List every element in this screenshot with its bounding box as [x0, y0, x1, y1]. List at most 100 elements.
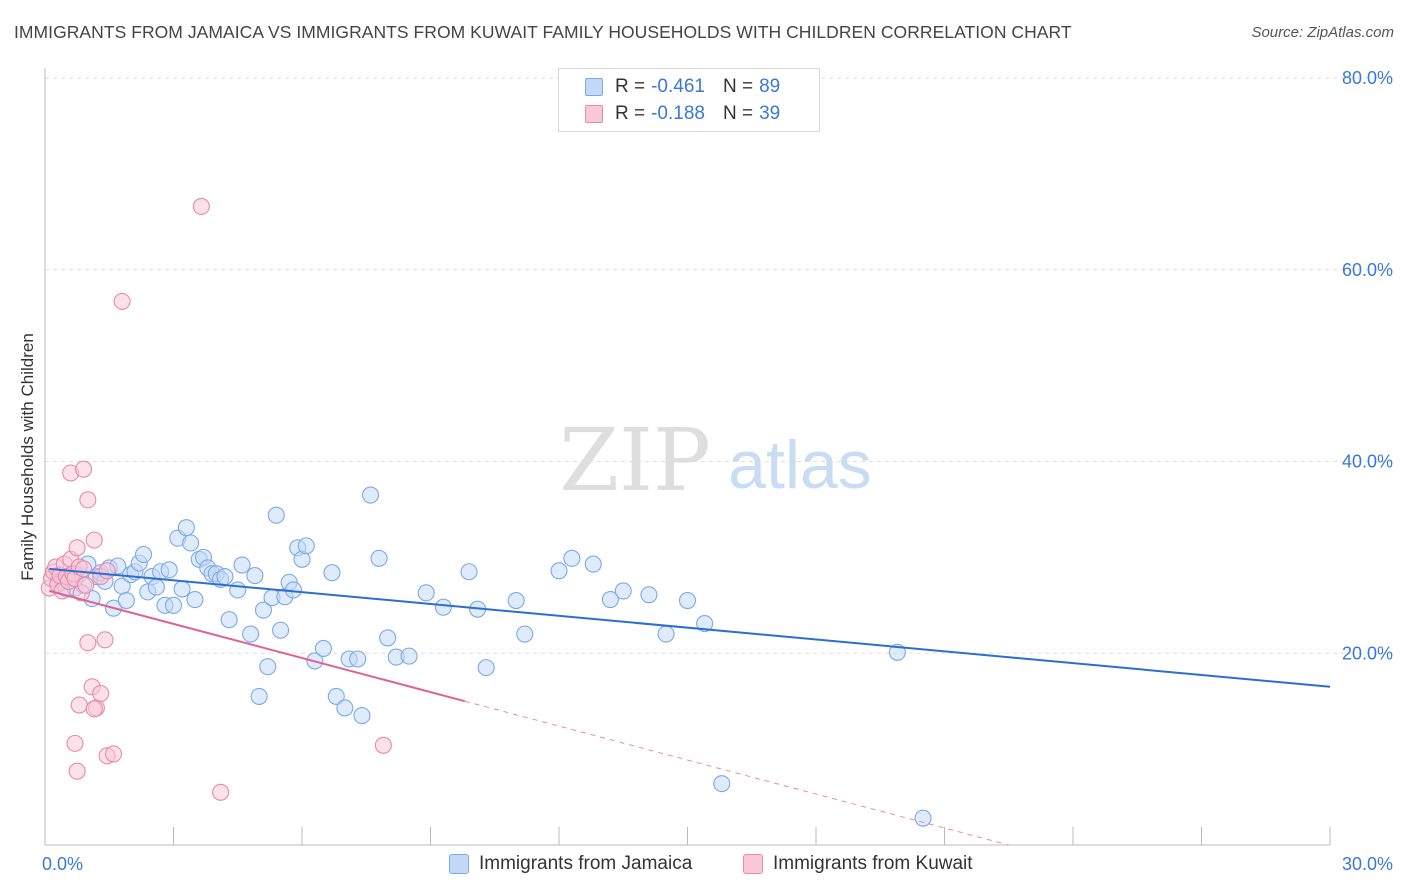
- jamaica-point: [361, 486, 380, 504]
- jamaica-point: [477, 659, 495, 677]
- jamaica-point: [164, 596, 183, 614]
- trend-lines: [49, 567, 1331, 846]
- jamaica-point: [713, 775, 731, 793]
- jamaica-point: [507, 591, 525, 610]
- kuwait-point: [68, 762, 86, 780]
- legend-r-label: R =: [615, 76, 646, 97]
- series-label-kuwait: Immigrants from Kuwait: [773, 853, 973, 874]
- y-axis-label: Family Households with Children: [18, 333, 37, 581]
- y-tick-label: 80.0%: [1342, 68, 1393, 88]
- jamaica-point: [914, 809, 932, 827]
- jamaica-point: [297, 537, 315, 555]
- tick-labels: 20.0% 40.0% 60.0% 80.0% 0.0% 30.0%: [42, 68, 1393, 874]
- jamaica-point: [370, 549, 388, 567]
- kuwait-point: [96, 631, 114, 649]
- kuwait-point: [212, 783, 230, 801]
- kuwait-point: [104, 745, 123, 763]
- jamaica-point: [246, 567, 264, 585]
- jamaica-point: [696, 614, 714, 633]
- jamaica-point: [272, 621, 290, 639]
- jamaica-point: [640, 586, 658, 604]
- kuwait-point: [85, 700, 103, 718]
- jamaica-point: [379, 629, 397, 647]
- jamaica-point: [657, 625, 675, 643]
- legend-n-label: N =: [722, 76, 754, 97]
- jamaica-point: [563, 549, 581, 567]
- kuwait-point: [70, 696, 88, 714]
- legend-n-value-kuwait: 39: [759, 103, 781, 124]
- kuwait-point: [85, 531, 103, 549]
- kuwait-point: [75, 560, 93, 578]
- legend-n-label: N =: [722, 103, 754, 124]
- kuwait-point: [66, 734, 84, 752]
- data-points: [40, 197, 932, 827]
- kuwait-point: [79, 491, 97, 509]
- legend-r-value-jamaica: -0.461: [651, 76, 705, 97]
- kuwait-point: [92, 684, 110, 703]
- watermark: ZIP atlas: [559, 411, 872, 511]
- jamaica-point: [400, 647, 418, 665]
- jamaica-point: [182, 534, 200, 552]
- jamaica-point: [267, 506, 285, 524]
- chart-title: IMMIGRANTS FROM JAMAICA VS IMMIGRANTS FR…: [14, 22, 1072, 42]
- jamaica-point: [242, 625, 260, 643]
- jamaica-point: [250, 687, 268, 705]
- axes: [44, 68, 1331, 846]
- jamaica-point: [601, 591, 619, 609]
- jamaica-point: [434, 598, 452, 616]
- jamaica-point: [349, 650, 367, 668]
- legend-swatch-jamaica: [585, 78, 603, 96]
- y-tick-label: 40.0%: [1342, 452, 1393, 472]
- jamaica-point: [614, 582, 632, 600]
- jamaica-point: [516, 625, 534, 643]
- jamaica-point: [460, 563, 478, 581]
- jamaica-point: [220, 611, 238, 629]
- watermark-atlas: atlas: [728, 427, 872, 503]
- jamaica-point: [134, 545, 153, 564]
- kuwait-point: [75, 460, 93, 478]
- jamaica-point: [233, 556, 251, 574]
- jamaica-point: [584, 555, 602, 573]
- legend-swatch-kuwait: [585, 105, 603, 123]
- kuwait-point: [77, 576, 95, 594]
- legend-r-label: R =: [615, 103, 646, 124]
- legend-n-value-jamaica: 89: [759, 76, 781, 97]
- jamaica-point: [177, 519, 195, 537]
- jamaica-point: [353, 707, 371, 725]
- kuwait-point: [68, 539, 86, 557]
- kuwait-trend-extension: [464, 700, 1009, 846]
- series-swatch-jamaica: [449, 854, 469, 874]
- y-tick-label: 20.0%: [1342, 643, 1393, 663]
- jamaica-point: [254, 601, 273, 619]
- jamaica-point: [147, 578, 165, 596]
- kuwait-point: [98, 562, 116, 580]
- x-tick-label: 30.0%: [1342, 854, 1393, 874]
- series-legend-kuwait: Immigrants from Kuwait: [743, 852, 973, 876]
- stats-legend: R = -0.461 N = 89 R = -0.188 N = 39: [558, 68, 820, 132]
- jamaica-point: [336, 699, 354, 717]
- kuwait-point: [374, 736, 392, 754]
- jamaica-point: [323, 564, 341, 582]
- jamaica-point: [550, 562, 568, 580]
- jamaica-trend-line: [49, 567, 1331, 688]
- y-tick-label: 60.0%: [1342, 260, 1393, 280]
- series-label-jamaica: Immigrants from Jamaica: [479, 853, 693, 874]
- legend-row-jamaica: R = -0.461 N = 89: [585, 75, 780, 99]
- watermark-zip: ZIP: [559, 411, 711, 511]
- x-tick-label: 0.0%: [42, 854, 83, 874]
- series-legend-jamaica: Immigrants from Jamaica: [449, 852, 692, 876]
- series-swatch-kuwait: [743, 854, 763, 874]
- jamaica-point: [117, 591, 135, 610]
- jamaica-point: [216, 567, 234, 586]
- jamaica-point: [259, 658, 277, 676]
- jamaica-point: [678, 591, 697, 610]
- kuwait-point: [113, 292, 131, 310]
- kuwait-point: [79, 634, 97, 652]
- kuwait-point: [192, 197, 210, 216]
- legend-r-value-kuwait: -0.188: [651, 103, 705, 124]
- jamaica-point: [314, 639, 332, 658]
- jamaica-point: [229, 581, 247, 599]
- jamaica-point: [327, 687, 345, 705]
- chart-source: Source: ZipAtlas.com: [1251, 24, 1394, 41]
